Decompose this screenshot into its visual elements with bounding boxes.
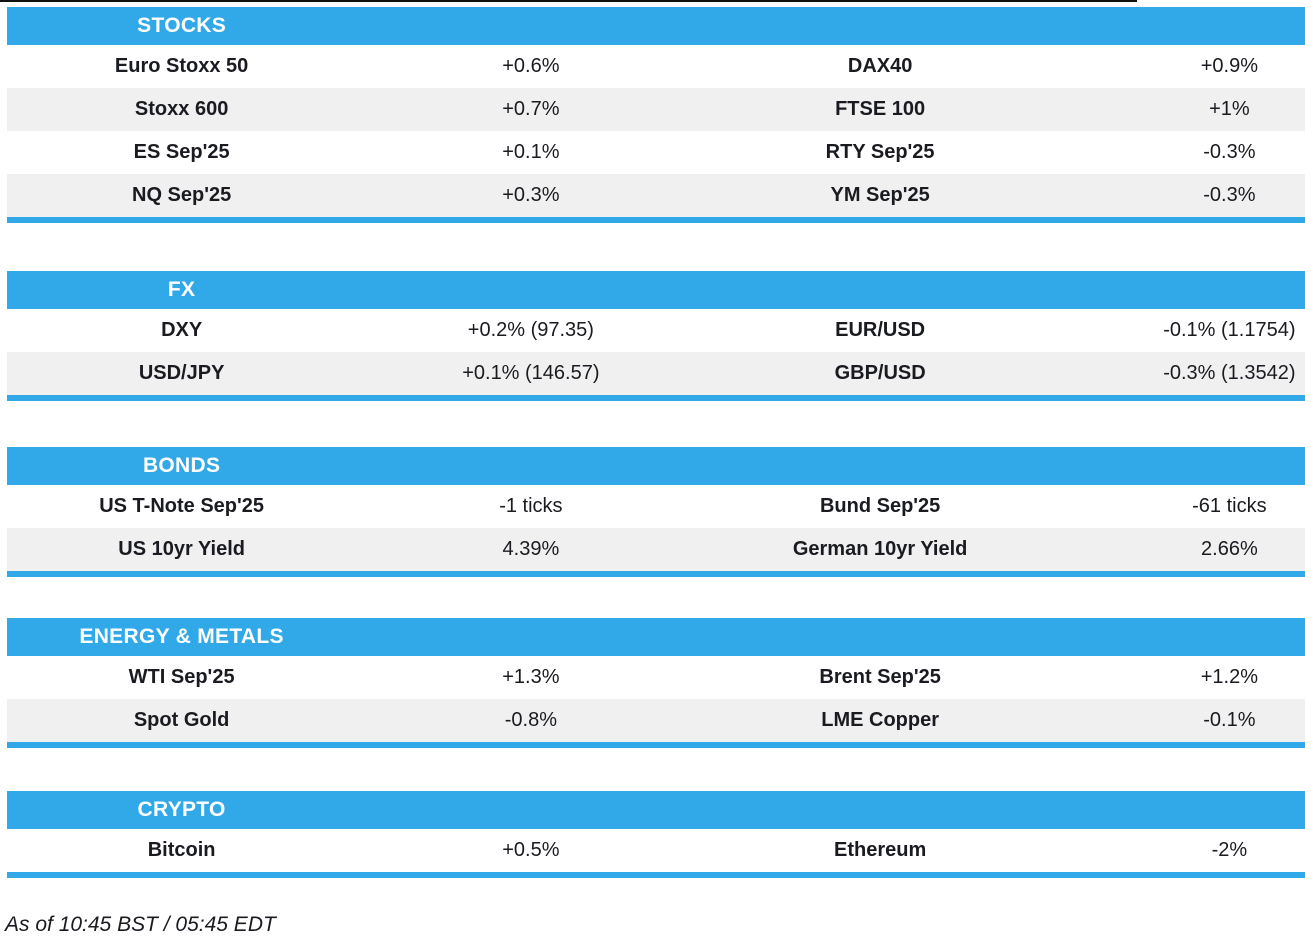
top-crop-line [0, 0, 1137, 2]
instrument-label: WTI Sep'25 [128, 666, 235, 688]
table-row: ES Sep'25 +0.1% RTY Sep'25 -0.3% [7, 131, 1305, 174]
instrument-value: +0.9% [1200, 55, 1258, 77]
section-header: BONDS [7, 447, 1305, 485]
market-tables: STOCKS Euro Stoxx 50 +0.6% DAX40 +0.9% S… [7, 7, 1305, 878]
section-fx: FX DXY +0.2% (97.35) EUR/USD -0.1% (1.17… [7, 271, 1305, 401]
instrument-value: +1.2% [1200, 666, 1258, 688]
instrument-label: NQ Sep'25 [132, 184, 232, 206]
instrument-label: Brent Sep'25 [819, 666, 941, 688]
instrument-label: US 10yr Yield [118, 538, 245, 560]
table-row: Bitcoin +0.5% Ethereum -2% [7, 829, 1305, 872]
instrument-value: -0.1% (1.1754) [1163, 319, 1296, 341]
instrument-value: +0.5% [502, 839, 560, 861]
instrument-label: FTSE 100 [835, 98, 926, 120]
instrument-value: -0.3% [1203, 141, 1256, 163]
table-row: Stoxx 600 +0.7% FTSE 100 +1% [7, 88, 1305, 131]
table-row: US 10yr Yield 4.39% German 10yr Yield 2.… [7, 528, 1305, 571]
table-row: NQ Sep'25 +0.3% YM Sep'25 -0.3% [7, 174, 1305, 217]
section-divider [7, 217, 1305, 223]
instrument-label: US T-Note Sep'25 [99, 495, 265, 517]
section-title: STOCKS [137, 14, 227, 37]
section-stocks: STOCKS Euro Stoxx 50 +0.6% DAX40 +0.9% S… [7, 7, 1305, 223]
table-row: Euro Stoxx 50 +0.6% DAX40 +0.9% [7, 45, 1305, 88]
instrument-value: 4.39% [502, 538, 560, 560]
table-row: US T-Note Sep'25 -1 ticks Bund Sep'25 -6… [7, 485, 1305, 528]
section-divider [7, 395, 1305, 401]
instrument-label: GBP/USD [834, 362, 926, 384]
instrument-label: Bund Sep'25 [819, 495, 941, 517]
instrument-label: German 10yr Yield [792, 538, 968, 560]
instrument-value: +0.1% [502, 141, 560, 163]
section-title: CRYPTO [137, 798, 226, 821]
instrument-label: Euro Stoxx 50 [114, 55, 249, 77]
section-divider [7, 571, 1305, 577]
instrument-value: +1.3% [502, 666, 560, 688]
section-title: BONDS [142, 454, 221, 477]
section-divider [7, 742, 1305, 748]
instrument-value: -1 ticks [499, 495, 563, 517]
instrument-label: YM Sep'25 [830, 184, 930, 206]
section-bonds: BONDS US T-Note Sep'25 -1 ticks Bund Sep… [7, 447, 1305, 577]
instrument-label: Bitcoin [147, 839, 216, 861]
instrument-label: Stoxx 600 [134, 98, 229, 120]
instrument-value: +0.6% [502, 55, 560, 77]
instrument-value: -0.1% [1203, 709, 1256, 731]
section-title: ENERGY & METALS [79, 625, 284, 648]
instrument-value: -61 ticks [1192, 495, 1267, 517]
section-header: FX [7, 271, 1305, 309]
instrument-label: RTY Sep'25 [825, 141, 935, 163]
section-title: FX [167, 278, 196, 301]
instrument-value: 2.66% [1201, 538, 1258, 560]
instrument-label: USD/JPY [138, 362, 225, 384]
instrument-value: +0.3% [502, 184, 560, 206]
table-row: DXY +0.2% (97.35) EUR/USD -0.1% (1.1754) [7, 309, 1305, 352]
table-row: USD/JPY +0.1% (146.57) GBP/USD -0.3% (1.… [7, 352, 1305, 395]
instrument-value: -0.3% [1203, 184, 1256, 206]
instrument-label: ES Sep'25 [133, 141, 230, 163]
section-divider [7, 872, 1305, 878]
instrument-value: +0.1% (146.57) [462, 362, 600, 384]
section-energy-metals: ENERGY & METALS WTI Sep'25 +1.3% Brent S… [7, 618, 1305, 748]
instrument-label: Ethereum [834, 839, 927, 861]
section-crypto: CRYPTO Bitcoin +0.5% Ethereum -2% [7, 791, 1305, 878]
instrument-value: -0.3% (1.3542) [1163, 362, 1296, 384]
instrument-label: DAX40 [847, 55, 913, 77]
instrument-value: +1% [1209, 98, 1250, 120]
section-header: ENERGY & METALS [7, 618, 1305, 656]
footer-timestamp: As of 10:45 BST / 05:45 EDT [5, 913, 276, 936]
instrument-value: +0.2% (97.35) [467, 319, 594, 341]
instrument-label: EUR/USD [835, 319, 926, 341]
table-row: Spot Gold -0.8% LME Copper -0.1% [7, 699, 1305, 742]
section-header: STOCKS [7, 7, 1305, 45]
section-header: CRYPTO [7, 791, 1305, 829]
instrument-value: -0.8% [504, 709, 557, 731]
instrument-label: Spot Gold [133, 709, 230, 731]
table-row: WTI Sep'25 +1.3% Brent Sep'25 +1.2% [7, 656, 1305, 699]
instrument-value: -2% [1211, 839, 1248, 861]
instrument-label: DXY [161, 319, 203, 341]
instrument-label: LME Copper [821, 709, 940, 731]
instrument-value: +0.7% [502, 98, 560, 120]
